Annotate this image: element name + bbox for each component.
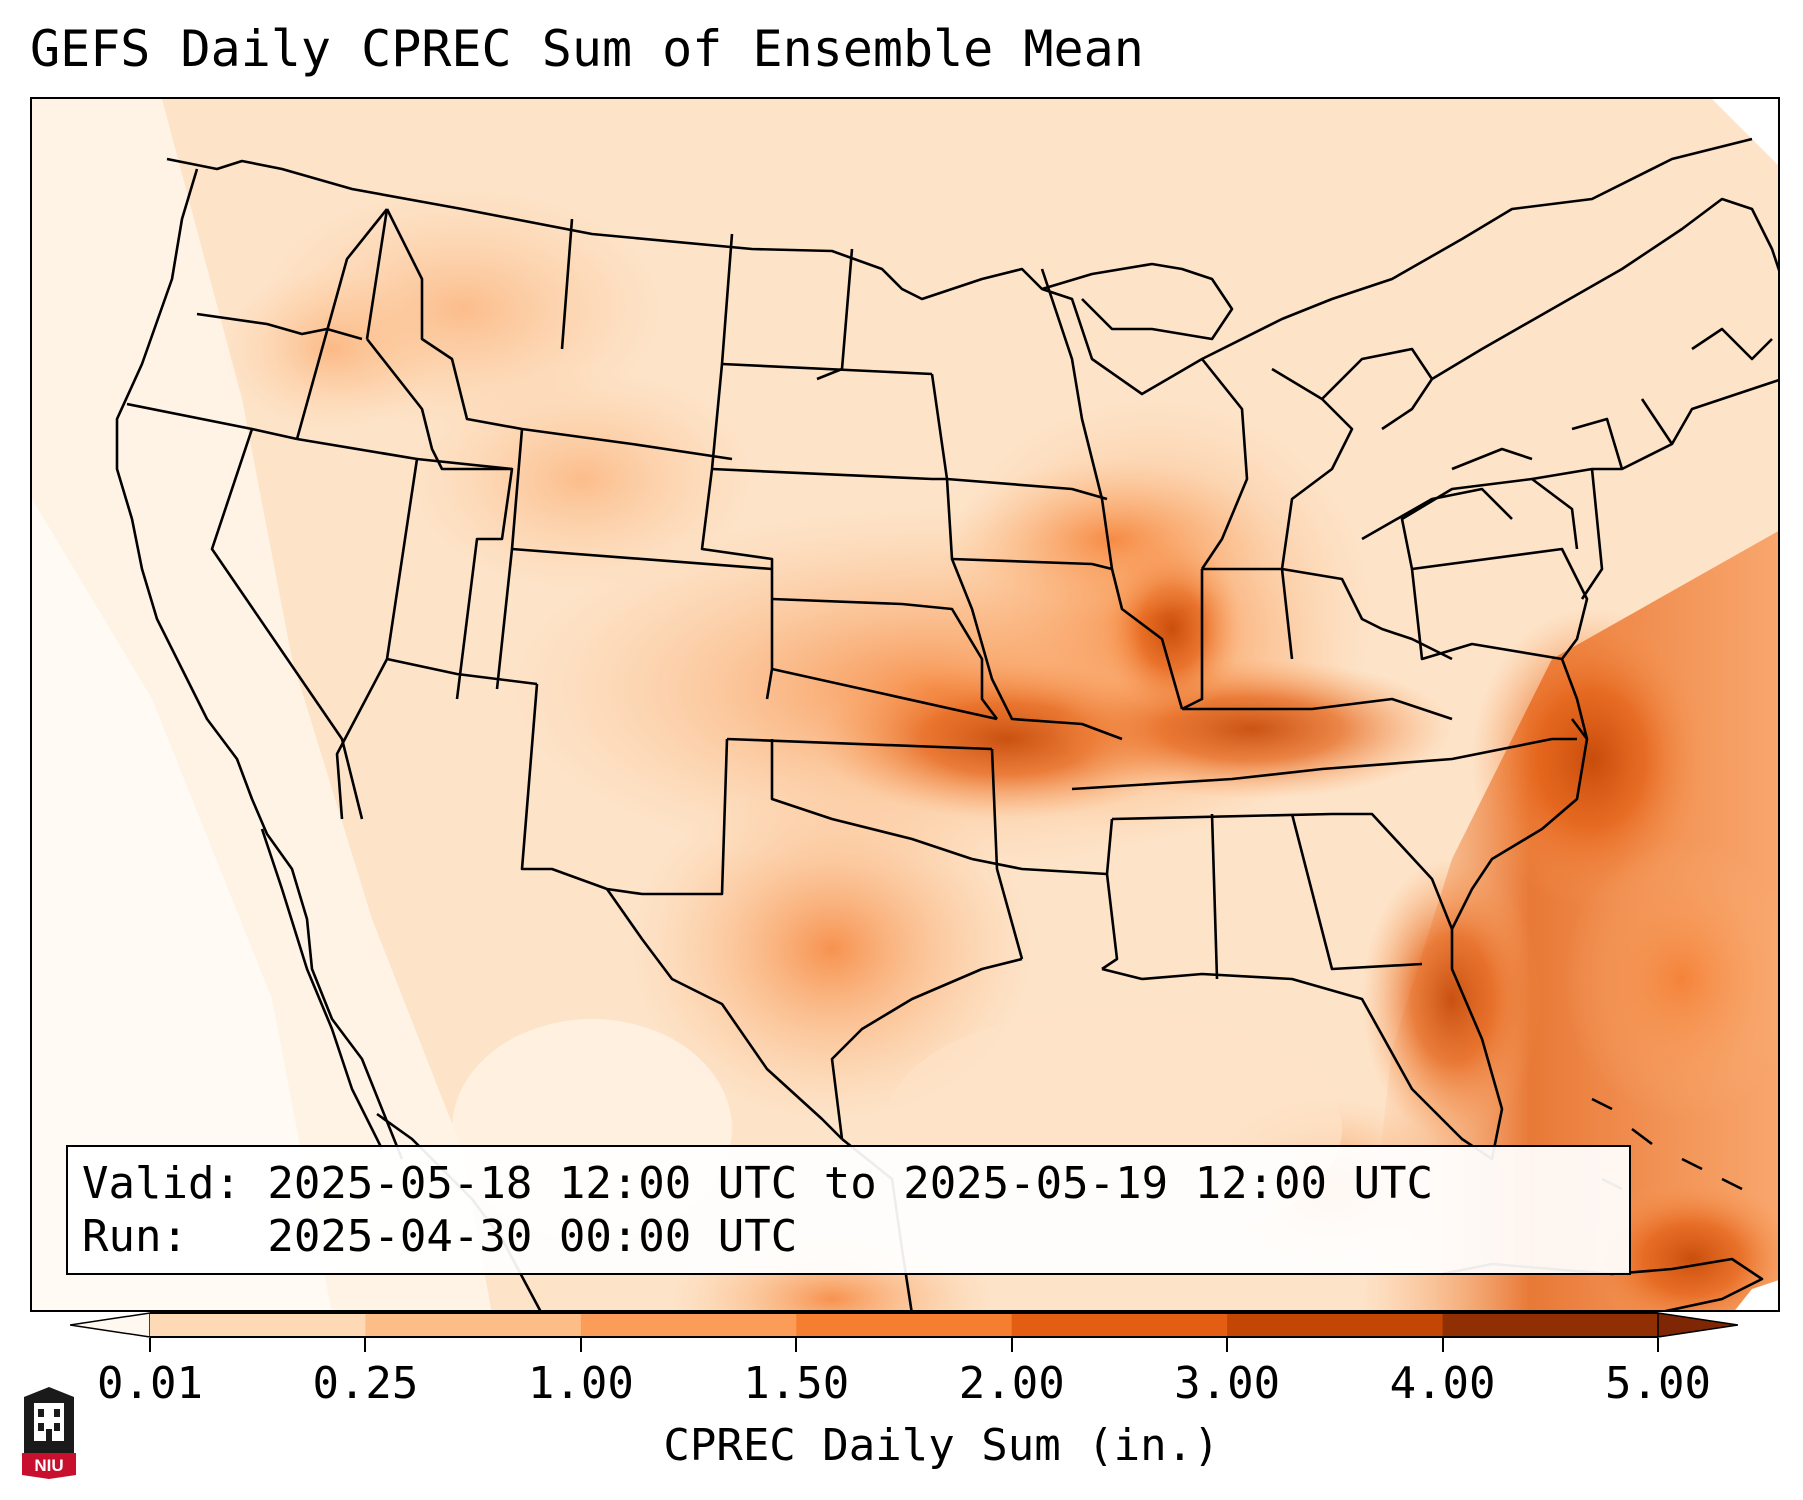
colorbar-segment xyxy=(796,1313,1013,1337)
colorbar-tick xyxy=(795,1338,798,1352)
state-boundaries xyxy=(115,137,1778,1310)
map-panel xyxy=(30,97,1780,1312)
colorbar-tick-label: 3.00 xyxy=(1174,1358,1281,1409)
colorbar-under-arrow xyxy=(70,1312,151,1338)
colorbar-segment xyxy=(580,1313,797,1337)
colorbar-tick-label: 5.00 xyxy=(1605,1358,1711,1409)
niu-logo: NIU xyxy=(22,1387,76,1479)
map-title: GEFS Daily CPREC Sum of Ensemble Mean xyxy=(30,20,1144,78)
precipitation-map xyxy=(32,99,1778,1310)
colorbar-tick xyxy=(364,1338,367,1352)
colorbar-segment xyxy=(150,1313,366,1337)
colorbar-tick-label: 4.00 xyxy=(1389,1358,1496,1409)
colorbar-tick xyxy=(1010,1338,1013,1352)
colorbar-tick-label: 0.25 xyxy=(312,1358,419,1409)
svg-text:NIU: NIU xyxy=(34,1456,63,1475)
colorbar-tick-label: 1.00 xyxy=(527,1358,634,1409)
colorbar-tick xyxy=(149,1338,151,1352)
colorbar-tick xyxy=(579,1338,582,1352)
colorbar-tick-label: 1.50 xyxy=(743,1358,850,1409)
colorbar-label: CPREC Daily Sum (in.) xyxy=(663,1420,1220,1471)
colorbar-segment xyxy=(1442,1313,1659,1337)
colorbar-segments xyxy=(150,1313,1659,1337)
colorbar-tick xyxy=(1441,1338,1444,1352)
colorbar-tick xyxy=(1657,1338,1659,1352)
colorbar xyxy=(70,1312,1738,1338)
valid-run-info-box: Valid: 2025-05-18 12:00 UTC to 2025-05-1… xyxy=(66,1145,1631,1275)
colorbar-tick-label: 2.00 xyxy=(958,1358,1065,1409)
colorbar-segment xyxy=(365,1313,582,1337)
colorbar-segment xyxy=(1011,1313,1228,1337)
colorbar-tick xyxy=(1226,1338,1229,1352)
colorbar-tick-label: 0.01 xyxy=(97,1358,203,1409)
run-time-text: Run: 2025-04-30 00:00 UTC xyxy=(82,1211,798,1262)
colorbar-over-arrow xyxy=(1657,1312,1738,1338)
colorbar-segment xyxy=(1227,1313,1444,1337)
valid-time-text: Valid: 2025-05-18 12:00 UTC to 2025-05-1… xyxy=(82,1158,1434,1209)
